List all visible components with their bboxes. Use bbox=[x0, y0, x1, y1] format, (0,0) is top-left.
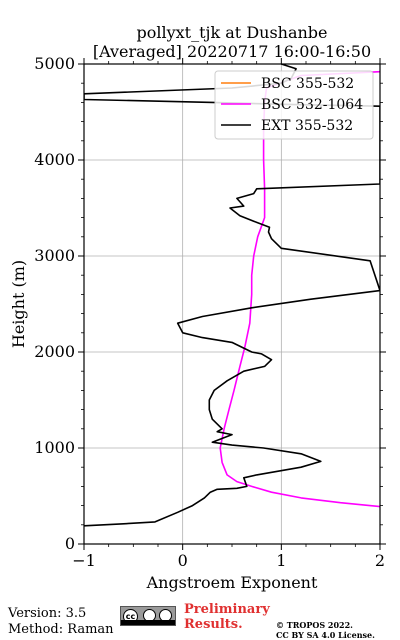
series-line-3 bbox=[84, 64, 380, 527]
legend-box bbox=[214, 70, 374, 140]
x-axis-label: Angstroem Exponent bbox=[146, 573, 318, 592]
chart-figure: pollyxt_tjk at Dushanbe [Averaged] 20220… bbox=[9, 23, 386, 592]
y-tick-label: 0 bbox=[65, 534, 75, 553]
x-tick-label: −1 bbox=[72, 551, 96, 570]
copyright-line1: © TROPOS 2022. bbox=[276, 620, 353, 630]
x-tick-label: 0 bbox=[178, 551, 188, 570]
chart-title: pollyxt_tjk at Dushanbe bbox=[136, 23, 327, 42]
version-text: Version: 3.5 bbox=[8, 606, 87, 621]
preliminary-line2: Results. bbox=[184, 617, 243, 632]
y-axis-label: Height (m) bbox=[9, 260, 28, 348]
legend-label-2: BSC 532-1064 bbox=[261, 97, 363, 113]
method-text: Method: Raman bbox=[8, 622, 114, 637]
preliminary-line1: Preliminary bbox=[184, 602, 270, 617]
legend-label-3: EXT 355-532 bbox=[261, 118, 353, 134]
legend-label-1: BSC 355-532 bbox=[261, 76, 354, 92]
legend: BSC 355-532 BSC 532-1064 EXT 355-532 bbox=[214, 70, 374, 140]
y-tick-label: 4000 bbox=[34, 150, 75, 169]
cc-by-sa-icon: cc bbox=[120, 606, 176, 626]
series-lines bbox=[84, 64, 380, 527]
x-tick-label: 1 bbox=[276, 551, 286, 570]
chart-subtitle: [Averaged] 20220717 16:00-16:50 bbox=[93, 42, 371, 61]
y-tick-label: 3000 bbox=[34, 246, 75, 265]
y-tick-label: 5000 bbox=[34, 54, 75, 73]
y-tick-label: 2000 bbox=[34, 342, 75, 361]
copyright-notice: © TROPOS 2022. CC BY SA 4.0 License. bbox=[276, 620, 375, 640]
y-tick-label: 1000 bbox=[34, 438, 75, 457]
x-tick-label: 2 bbox=[375, 551, 385, 570]
preliminary-notice: Preliminary Results. bbox=[184, 602, 270, 632]
copyright-line2: CC BY SA 4.0 License. bbox=[276, 630, 375, 640]
